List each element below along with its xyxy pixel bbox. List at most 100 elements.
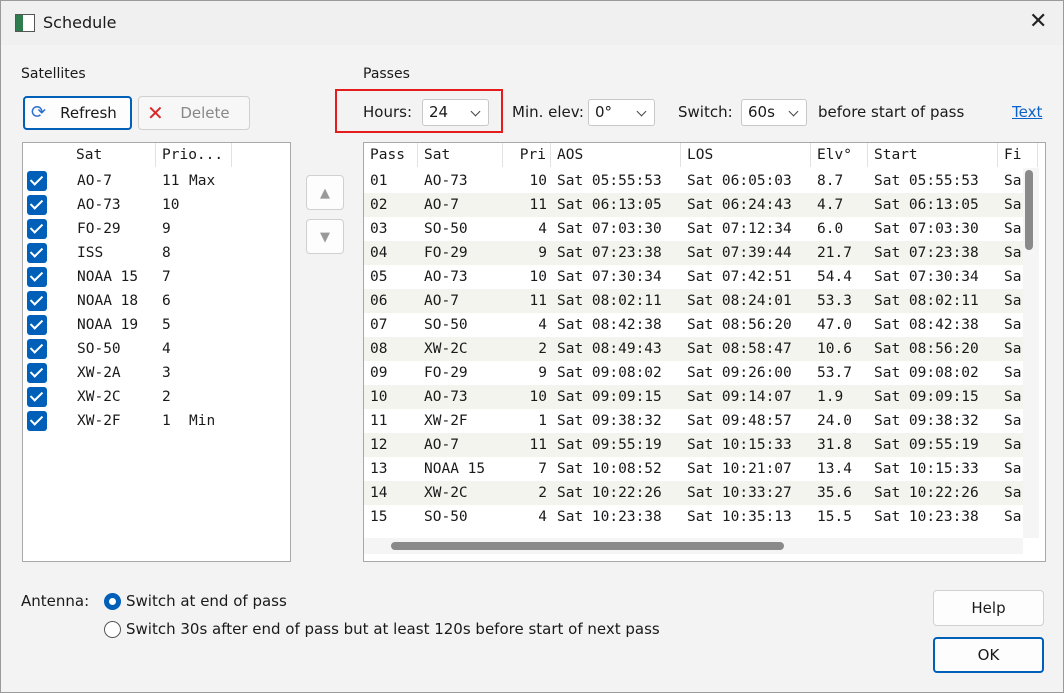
checkbox[interactable] xyxy=(27,339,47,359)
cell: AO-7 xyxy=(424,293,459,309)
cell: 06 xyxy=(370,293,388,309)
cell: 47.0 xyxy=(817,317,852,333)
checkbox[interactable] xyxy=(27,315,47,335)
move-up-button[interactable]: ▲ xyxy=(306,175,344,210)
cell: SO-50 xyxy=(77,341,121,357)
ok-button[interactable]: OK xyxy=(933,637,1044,673)
cell: Sat 08:56:20 xyxy=(687,317,792,333)
checkbox[interactable] xyxy=(27,267,47,287)
cell: 35.6 xyxy=(817,485,852,501)
checkbox[interactable] xyxy=(27,195,47,215)
column-header: Sat xyxy=(70,143,156,167)
pass-row[interactable]: 02 AO-7 11 Sat 06:13:05 Sat 06:24:43 4.7 Sat 0… xyxy=(364,193,1023,217)
move-down-button[interactable]: ▼ xyxy=(306,219,344,254)
scroll-thumb[interactable] xyxy=(391,542,784,550)
combo-value: 60s xyxy=(748,103,775,121)
column-header: LOS xyxy=(681,143,811,167)
cell: Sat 08:02:11 xyxy=(874,293,979,309)
cell: 31.8 xyxy=(817,437,852,453)
pass-row[interactable]: 11 XW-2F 1 Sat 09:38:32 Sat 09:48:57 24.0 Sat … xyxy=(364,409,1023,433)
cell: Sat 08:24:01 xyxy=(687,293,792,309)
cell: Sat 09:09:15 xyxy=(874,389,979,405)
cell: 11 xyxy=(370,413,388,429)
cell: Sa xyxy=(1004,413,1022,429)
cell: 14 xyxy=(370,485,388,501)
pass-row[interactable]: 10 AO-73 10 Sat 09:09:15 Sat 09:14:07 1.9 Sat … xyxy=(364,385,1023,409)
radio-button[interactable] xyxy=(104,593,121,610)
help-button[interactable]: Help xyxy=(933,590,1044,626)
cell: XW-2A xyxy=(77,365,121,381)
radio-button[interactable] xyxy=(104,621,121,638)
cell: Sa xyxy=(1004,317,1022,333)
cell: 2 xyxy=(538,341,547,357)
horizontal-scrollbar[interactable] xyxy=(364,538,1023,554)
pass-row[interactable]: 03 SO-50 4 Sat 07:03:30 Sat 07:12:34 6.0 Sat 0… xyxy=(364,217,1023,241)
cell: 53.7 xyxy=(817,365,852,381)
column-header: Fi xyxy=(998,143,1038,167)
pass-row[interactable]: 04 FO-29 9 Sat 07:23:38 Sat 07:39:44 21.7 Sat … xyxy=(364,241,1023,265)
cell: Sat 09:38:32 xyxy=(557,413,662,429)
satellite-row[interactable]: SO-50 4 xyxy=(23,337,290,361)
satellite-row[interactable]: NOAA 19 5 xyxy=(23,313,290,337)
cell: Sat 07:30:34 xyxy=(557,269,662,285)
satellite-row[interactable]: AO-7 11 Max xyxy=(23,169,290,193)
cell: 2 xyxy=(538,485,547,501)
satellite-row[interactable]: FO-29 9 xyxy=(23,217,290,241)
scroll-thumb[interactable] xyxy=(1025,170,1033,250)
pass-row[interactable]: 14 XW-2C 2 Sat 10:22:26 Sat 10:33:27 35.6 Sat … xyxy=(364,481,1023,505)
pass-row[interactable]: 12 AO-7 11 Sat 09:55:19 Sat 10:15:33 31.8 Sat … xyxy=(364,433,1023,457)
cell: Sat 10:22:26 xyxy=(557,485,662,501)
pass-row[interactable]: 07 SO-50 4 Sat 08:42:38 Sat 08:56:20 47.0 Sat … xyxy=(364,313,1023,337)
pass-row[interactable]: 15 SO-50 4 Sat 10:23:38 Sat 10:35:13 15.5 Sat … xyxy=(364,505,1023,529)
pass-row[interactable]: 08 XW-2C 2 Sat 08:49:43 Sat 08:58:47 10.6 Sat … xyxy=(364,337,1023,361)
vertical-scrollbar[interactable] xyxy=(1023,168,1039,538)
satellite-row[interactable]: NOAA 15 7 xyxy=(23,265,290,289)
cell: 8 xyxy=(162,245,171,261)
cell: 4 xyxy=(538,221,547,237)
text-link[interactable]: Text xyxy=(1012,103,1043,121)
radio-label[interactable]: Switch 30s after end of pass but at leas… xyxy=(126,620,660,638)
min-elev-combo[interactable]: 0° xyxy=(588,99,655,126)
cell: XW-2F xyxy=(424,413,468,429)
checkbox[interactable] xyxy=(27,219,47,239)
cell: XW-2C xyxy=(424,485,468,501)
cell: Sa xyxy=(1004,221,1022,237)
pass-row[interactable]: 13 NOAA 15 7 Sat 10:08:52 Sat 10:21:07 13.4 Sa… xyxy=(364,457,1023,481)
close-button[interactable]: ✕ xyxy=(1029,9,1048,34)
pass-row[interactable]: 01 AO-73 10 Sat 05:55:53 Sat 06:05:03 8.7 Sat … xyxy=(364,169,1023,193)
cell: 4 xyxy=(538,509,547,525)
cell: Sat 09:26:00 xyxy=(687,365,792,381)
satellite-row[interactable]: ISS 8 xyxy=(23,241,290,265)
checkbox[interactable] xyxy=(27,411,47,431)
satellite-row[interactable]: AO-73 10 xyxy=(23,193,290,217)
cell: Sa xyxy=(1004,389,1022,405)
button-label: Refresh xyxy=(60,104,117,122)
radio-label[interactable]: Switch at end of pass xyxy=(126,592,287,610)
checkbox[interactable] xyxy=(27,171,47,191)
pass-row[interactable]: 09 FO-29 9 Sat 09:08:02 Sat 09:26:00 53.7 Sat … xyxy=(364,361,1023,385)
checkbox[interactable] xyxy=(27,243,47,263)
cell: 8.7 xyxy=(817,173,844,189)
satellite-row[interactable]: XW-2F 1 Min xyxy=(23,409,290,433)
refresh-button[interactable]: ⟳ Refresh xyxy=(23,96,132,130)
switch-combo[interactable]: 60s xyxy=(741,99,807,126)
satellite-row[interactable]: NOAA 18 6 xyxy=(23,289,290,313)
satellite-row[interactable]: XW-2A 3 xyxy=(23,361,290,385)
hours-combo[interactable]: 24 xyxy=(422,99,489,126)
cell: Sat 10:23:38 xyxy=(557,509,662,525)
satellite-row[interactable]: XW-2C 2 xyxy=(23,385,290,409)
delete-button[interactable]: ✕ Delete xyxy=(138,96,250,130)
cell: 21.7 xyxy=(817,245,852,261)
cell: Sat 10:35:13 xyxy=(687,509,792,525)
cell: Sat 09:55:19 xyxy=(557,437,662,453)
checkbox[interactable] xyxy=(27,363,47,383)
checkbox[interactable] xyxy=(27,291,47,311)
checkbox[interactable] xyxy=(27,387,47,407)
pass-row[interactable]: 05 AO-73 10 Sat 07:30:34 Sat 07:42:51 54.4 Sat… xyxy=(364,265,1023,289)
cell: AO-73 xyxy=(424,173,468,189)
cell: AO-73 xyxy=(424,269,468,285)
cell: Sat 05:55:53 xyxy=(874,173,979,189)
pass-row[interactable]: 06 AO-7 11 Sat 08:02:11 Sat 08:24:01 53.3 Sat … xyxy=(364,289,1023,313)
highlight-box xyxy=(335,89,503,133)
cell: ISS xyxy=(77,245,104,261)
